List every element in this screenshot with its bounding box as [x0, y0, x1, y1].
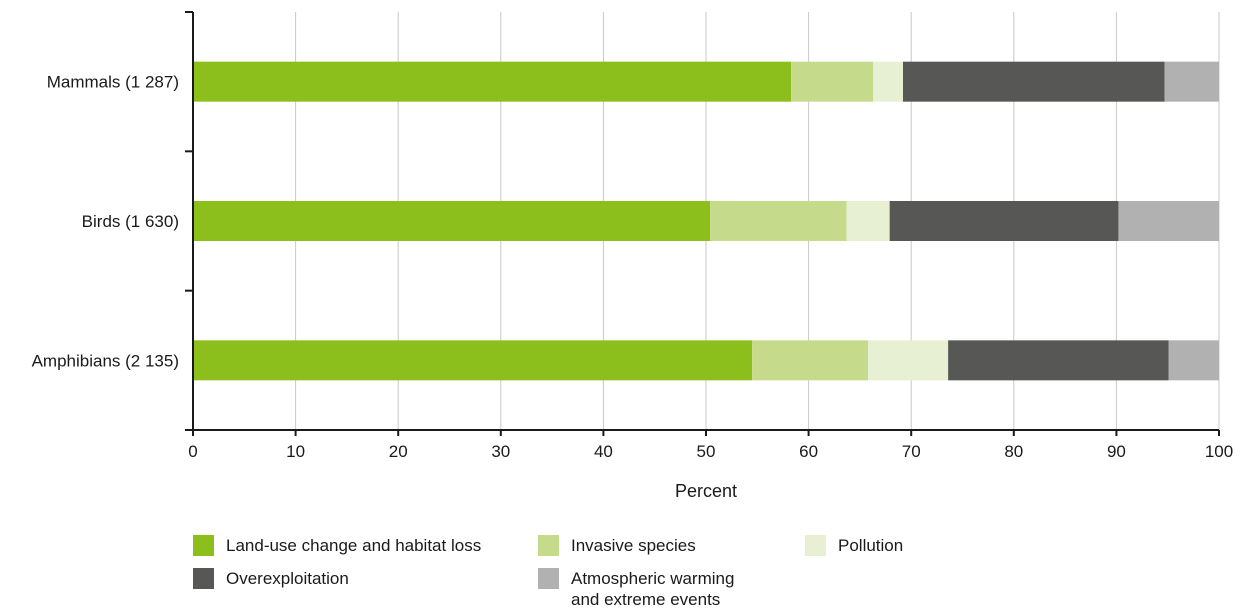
bar-segment: [1168, 340, 1219, 381]
x-tick-label: 90: [1107, 442, 1126, 461]
category-label: Amphibians (2 135): [32, 351, 179, 370]
x-tick-label: 40: [594, 442, 613, 461]
x-tick-label: 70: [902, 442, 921, 461]
bar-segment: [791, 61, 874, 102]
bar-segment: [752, 340, 869, 381]
bar-segment: [193, 201, 711, 241]
bar-segment: [193, 61, 792, 102]
bar-segment: [846, 201, 890, 241]
x-tick-label: 100: [1205, 442, 1233, 461]
bar-segment: [868, 340, 949, 381]
x-tick-label: 30: [491, 442, 510, 461]
bar-segment: [1164, 61, 1219, 102]
bar-segment: [1118, 201, 1219, 241]
x-tick-label: 50: [697, 442, 716, 461]
x-tick-label: 80: [1004, 442, 1023, 461]
tick-labels: Mammals (1 287) Birds (1 630) Amphibians (…: [32, 73, 1234, 461]
bar-segment: [948, 340, 1169, 381]
x-tick-label: 0: [188, 442, 197, 461]
bar-segment: [889, 201, 1119, 241]
bars: [193, 61, 1219, 381]
x-axis-title: Percent: [675, 481, 737, 501]
x-tick-label: 10: [286, 442, 305, 461]
x-tick-label: 60: [799, 442, 818, 461]
bar-segment: [193, 340, 753, 381]
bar-segment: [710, 201, 847, 241]
bar-segment: [902, 61, 1165, 102]
bar-segment: [873, 61, 903, 102]
category-label: Birds (1 630): [82, 212, 179, 231]
axes: [185, 11, 1220, 436]
category-label: Mammals (1 287): [47, 73, 179, 92]
x-tick-label: 20: [389, 442, 408, 461]
